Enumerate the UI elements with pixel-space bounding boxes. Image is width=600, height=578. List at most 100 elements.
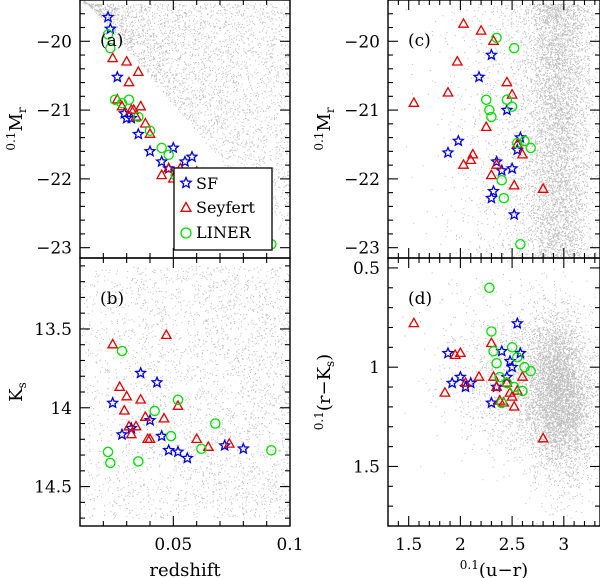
sf-star-marker	[162, 443, 176, 456]
liner-circle-marker	[525, 142, 536, 154]
seyfert-triangle-marker	[408, 316, 420, 328]
y-axis-title-prefix: 0.1	[312, 411, 326, 430]
background-galaxy-points	[80, 0, 600, 526]
y-axis-title-suffix: )	[314, 354, 335, 361]
liner-circle-marker	[486, 326, 497, 337]
sf-star-marker	[150, 375, 164, 389]
liner-circle-marker	[165, 430, 177, 442]
panel-label: (b)	[100, 289, 124, 309]
y-tick-label: −22	[344, 170, 380, 190]
seyfert-triangle-marker	[506, 390, 518, 401]
liner-circle-marker	[525, 365, 536, 377]
seyfert-triangle-marker	[516, 370, 529, 381]
liner-circle-marker	[512, 352, 523, 363]
sf-star-marker	[489, 380, 504, 393]
y-axis-title-sub: r	[323, 107, 337, 113]
y-tick-label: −21	[36, 101, 72, 121]
liner-circle-marker	[508, 42, 520, 54]
liner-circle-marker	[210, 418, 221, 429]
liner-circle-marker	[498, 192, 510, 204]
y-axis-title: 0.1Mr	[4, 107, 29, 151]
markers-panel-3	[408, 17, 549, 250]
seyfert-triangle-marker	[155, 168, 168, 180]
sf-star-marker	[513, 346, 527, 359]
liner-circle-marker	[517, 385, 528, 397]
sf-star-marker	[115, 427, 129, 441]
seyfert-triangle-marker	[144, 432, 156, 444]
seyfert-triangle-marker	[125, 428, 138, 439]
legend-label-liner: LINER	[196, 223, 252, 242]
seyfert-triangle-marker	[457, 17, 470, 28]
seyfert-triangle-marker	[172, 399, 184, 410]
seyfert-triangle-marker	[106, 338, 119, 349]
background-dots	[80, 0, 290, 242]
sf-star-marker	[484, 396, 499, 409]
sf-star-marker	[505, 360, 519, 373]
sf-star-marker	[180, 451, 194, 464]
seyfert-triangle-marker	[508, 179, 520, 190]
seyfert-triangle-marker	[120, 390, 133, 401]
background-dots	[402, 258, 600, 526]
seyfert-triangle-marker	[139, 410, 152, 421]
x-tick-label: 0.1	[276, 535, 303, 555]
seyfert-triangle-marker	[139, 117, 152, 128]
seyfert-triangle-marker	[487, 370, 500, 381]
y-axis-title-sub: s	[15, 382, 29, 388]
liner-circle-marker	[501, 94, 513, 106]
sf-star-marker	[500, 370, 514, 383]
sf-star-marker	[505, 161, 519, 175]
sf-star-marker	[155, 429, 169, 442]
seyfert-triangle-marker	[439, 386, 451, 397]
seyfert-triangle-marker	[485, 168, 498, 180]
y-tick-label: 14	[50, 399, 72, 419]
seyfert-triangle-marker	[223, 437, 236, 448]
y-tick-label: −21	[344, 101, 380, 121]
liner-circle-marker	[491, 357, 502, 369]
seyfert-triangle-marker	[490, 380, 503, 391]
seyfert-triangle-marker	[144, 127, 156, 138]
seyfert-triangle-marker	[537, 432, 549, 443]
sf-star-marker	[143, 144, 157, 157]
sf-star-marker	[486, 184, 501, 197]
y-axis-title: Ks	[6, 382, 29, 402]
y-tick-label: 14.5	[34, 478, 72, 498]
y-tick-label: 1.5	[353, 457, 380, 477]
liner-circle-marker	[133, 111, 144, 123]
seyfert-triangle-marker	[459, 376, 472, 387]
seyfert-triangle-marker	[132, 65, 145, 77]
liner-circle-marker	[172, 394, 184, 406]
liner-circle-marker	[196, 443, 207, 455]
x-axis-title: 0.1(u−r)	[460, 558, 528, 578]
liner-circle-marker	[506, 101, 518, 112]
data-markers	[101, 10, 549, 469]
y-tick-label: −23	[36, 239, 72, 259]
sf-star-marker	[236, 441, 250, 455]
liner-circle-marker	[496, 175, 508, 186]
y-tick-label: 13.5	[34, 320, 72, 340]
liner-circle-marker	[156, 142, 167, 154]
sf-star-marker	[143, 413, 157, 426]
seyfert-triangle-marker	[516, 148, 529, 159]
sf-star-marker	[218, 438, 232, 452]
legend-entry-sf: SF	[179, 174, 218, 193]
seyfert-triangle-marker	[511, 384, 524, 395]
liner-circle-marker	[519, 135, 530, 147]
liner-circle-marker	[508, 381, 520, 393]
seyfert-triangle-marker	[160, 328, 173, 340]
x-axis-title: redshift	[149, 560, 221, 578]
sf-star-marker	[451, 134, 465, 147]
liner-circle-marker	[123, 94, 135, 106]
seyfert-triangle-marker	[466, 148, 479, 159]
legend-entry-liner: LINER	[180, 223, 252, 242]
y-tick-label: −22	[36, 170, 72, 190]
y-tick-label: −23	[344, 239, 380, 259]
sf-star-marker	[500, 103, 514, 116]
y-tick-label: −20	[36, 32, 72, 52]
seyfert-triangle-marker	[408, 96, 420, 107]
liner-circle-marker	[102, 29, 114, 40]
liner-circle-marker	[149, 405, 160, 417]
sf-star-marker	[484, 191, 499, 204]
liner-circle-marker	[163, 149, 174, 161]
y-axis-title-main: K	[6, 388, 27, 402]
